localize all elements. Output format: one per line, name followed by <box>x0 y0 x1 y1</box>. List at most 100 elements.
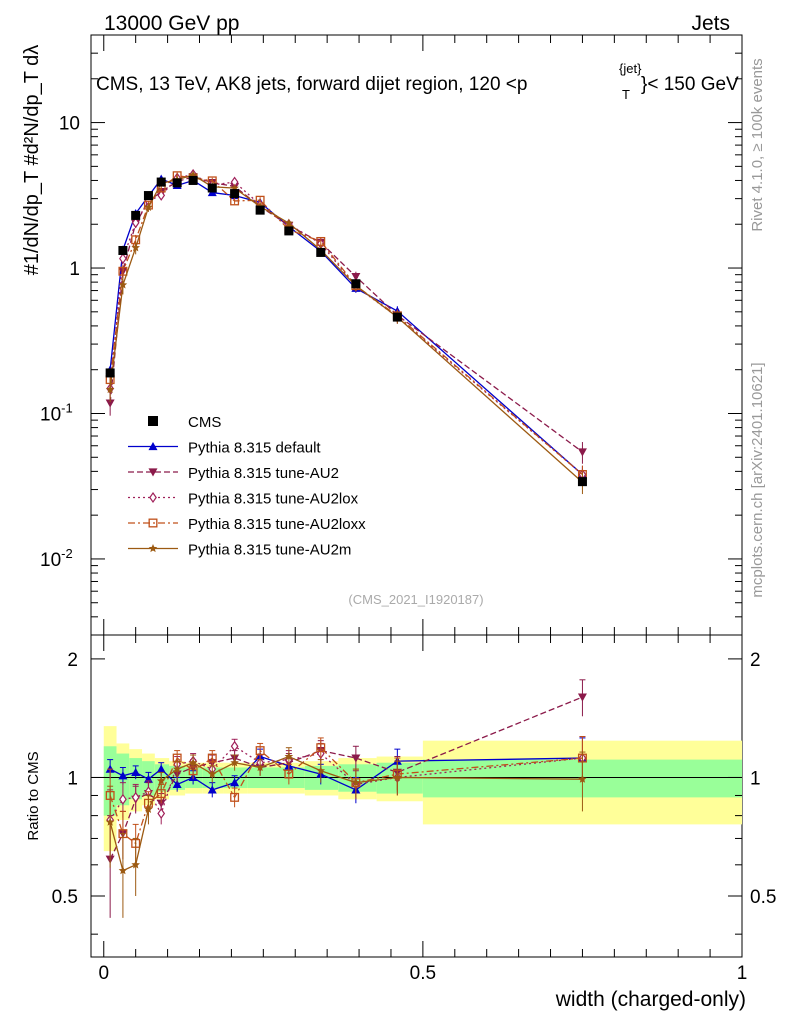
ratio-point <box>393 772 402 782</box>
legend: CMS Pythia 8.315 default Pythia 8.315 tune… <box>128 414 366 559</box>
data-point <box>316 247 326 257</box>
plot-title: CMS, 13 TeV, AK8 jets, forward dijet reg… <box>96 61 739 102</box>
ratio-point <box>577 693 587 702</box>
ratio-tick-label-right: 2 <box>750 650 761 671</box>
data-point <box>143 191 153 201</box>
legend-marker-3 <box>148 518 158 528</box>
series-point <box>577 448 587 457</box>
y-tick-label: 10-2 <box>40 546 73 571</box>
mcplots-label: mcplots.cern.ch [arXiv:2401.10621] <box>749 362 766 597</box>
series-point <box>105 384 115 394</box>
ratio-tick-label-left: 1 <box>67 768 78 789</box>
y-tick-base: 10 <box>40 550 61 571</box>
series-point <box>316 236 326 246</box>
ratio-point <box>207 785 217 794</box>
ratio-tick-label-right: 1 <box>750 768 761 789</box>
ratio-point <box>230 740 239 752</box>
series-point <box>119 253 127 265</box>
legend-label-0: Pythia 8.315 default <box>188 440 321 457</box>
ratio-point <box>230 758 239 767</box>
data-point <box>577 477 587 487</box>
series-point <box>284 218 294 227</box>
ratio-point <box>351 754 361 763</box>
ratio-point <box>230 792 240 802</box>
ratio-point <box>172 779 182 789</box>
data-point <box>105 368 115 378</box>
series-line-4 <box>109 174 583 483</box>
ratio-point <box>144 804 153 813</box>
data-point <box>351 279 361 289</box>
data-point <box>207 183 217 193</box>
ratio-point <box>578 774 587 783</box>
series-point <box>157 189 166 201</box>
series-line-3 <box>109 175 583 475</box>
series-point <box>351 272 361 282</box>
legend-label-data: CMS <box>188 414 221 431</box>
y-tick-label: 10 <box>59 114 80 135</box>
watermark: (CMS_2021_I1920187) <box>348 592 483 607</box>
y-tick-exp: -1 <box>61 400 73 415</box>
ratio-axis-label: Ratio to CMS <box>25 751 42 840</box>
ratio-tick-label-left: 0.5 <box>52 887 78 908</box>
y-tick-label: 1 <box>69 259 80 280</box>
ratio-point <box>284 769 294 779</box>
title-main: CMS, 13 TeV, AK8 jets, forward dijet reg… <box>96 74 527 95</box>
ratio-point <box>156 764 166 773</box>
x-tick-label: 0.5 <box>410 963 436 984</box>
series-point <box>131 217 140 229</box>
ratio-point <box>118 866 128 875</box>
ratio-point <box>157 807 166 820</box>
ratio-point <box>255 762 265 772</box>
data-point <box>255 205 265 215</box>
ratio-point <box>131 767 141 776</box>
y-tick-label: 10-1 <box>40 400 73 425</box>
title-tail: }< 150 GeV <box>641 74 739 95</box>
data-point <box>118 245 128 255</box>
series-point <box>118 266 128 276</box>
legend-label-2: Pythia 8.315 tune-AU2lox <box>188 491 359 508</box>
ratio-point <box>230 778 240 787</box>
ratio-point <box>316 743 326 753</box>
title-sup: {jet} <box>619 61 642 76</box>
ratio-point <box>131 791 140 803</box>
x-axis-label: width (charged-only) <box>555 988 746 1011</box>
ratio-point <box>188 758 198 767</box>
ratio-point <box>118 771 128 780</box>
series-point <box>118 280 128 289</box>
legend-marker-4 <box>148 544 158 553</box>
series-point <box>105 399 115 408</box>
rivet-label: Rivet 4.1.0, ≥ 100k events <box>749 58 766 231</box>
ratio-point <box>105 817 115 826</box>
series-line-2 <box>109 173 583 475</box>
ratio-point <box>351 778 361 787</box>
ratio-point <box>156 776 166 785</box>
x-tick-label: 1 <box>737 963 748 984</box>
ratio-point <box>316 766 326 775</box>
ratio-tick-label-left: 2 <box>67 650 78 671</box>
ratio-point <box>172 764 182 773</box>
ratio-point <box>207 769 217 778</box>
main-plot <box>105 168 587 495</box>
legend-label-4: Pythia 8.315 tune-AU2m <box>188 542 351 559</box>
series-point <box>131 243 140 252</box>
ratio-tick-label-right: 0.5 <box>750 887 776 908</box>
y-tick-base: 10 <box>40 404 61 425</box>
ratio-point <box>119 793 127 805</box>
ratio-point <box>284 752 294 761</box>
series-point <box>144 202 153 211</box>
header-right: Jets <box>691 12 730 35</box>
data-point <box>392 312 402 322</box>
ratio-point <box>255 746 265 756</box>
legend-marker-data <box>148 416 158 426</box>
ratio-point <box>207 753 217 763</box>
data-point <box>284 226 294 236</box>
series-line-1 <box>109 176 583 453</box>
legend-marker-2 <box>149 491 157 504</box>
title-sub: T <box>622 87 630 102</box>
x-tick-label: 0 <box>98 963 109 984</box>
data-point <box>172 178 182 188</box>
y-axis-label-text: #1/dN/dp_T #d²N/dp_T dλ <box>21 45 43 276</box>
ratio-point <box>131 860 140 869</box>
